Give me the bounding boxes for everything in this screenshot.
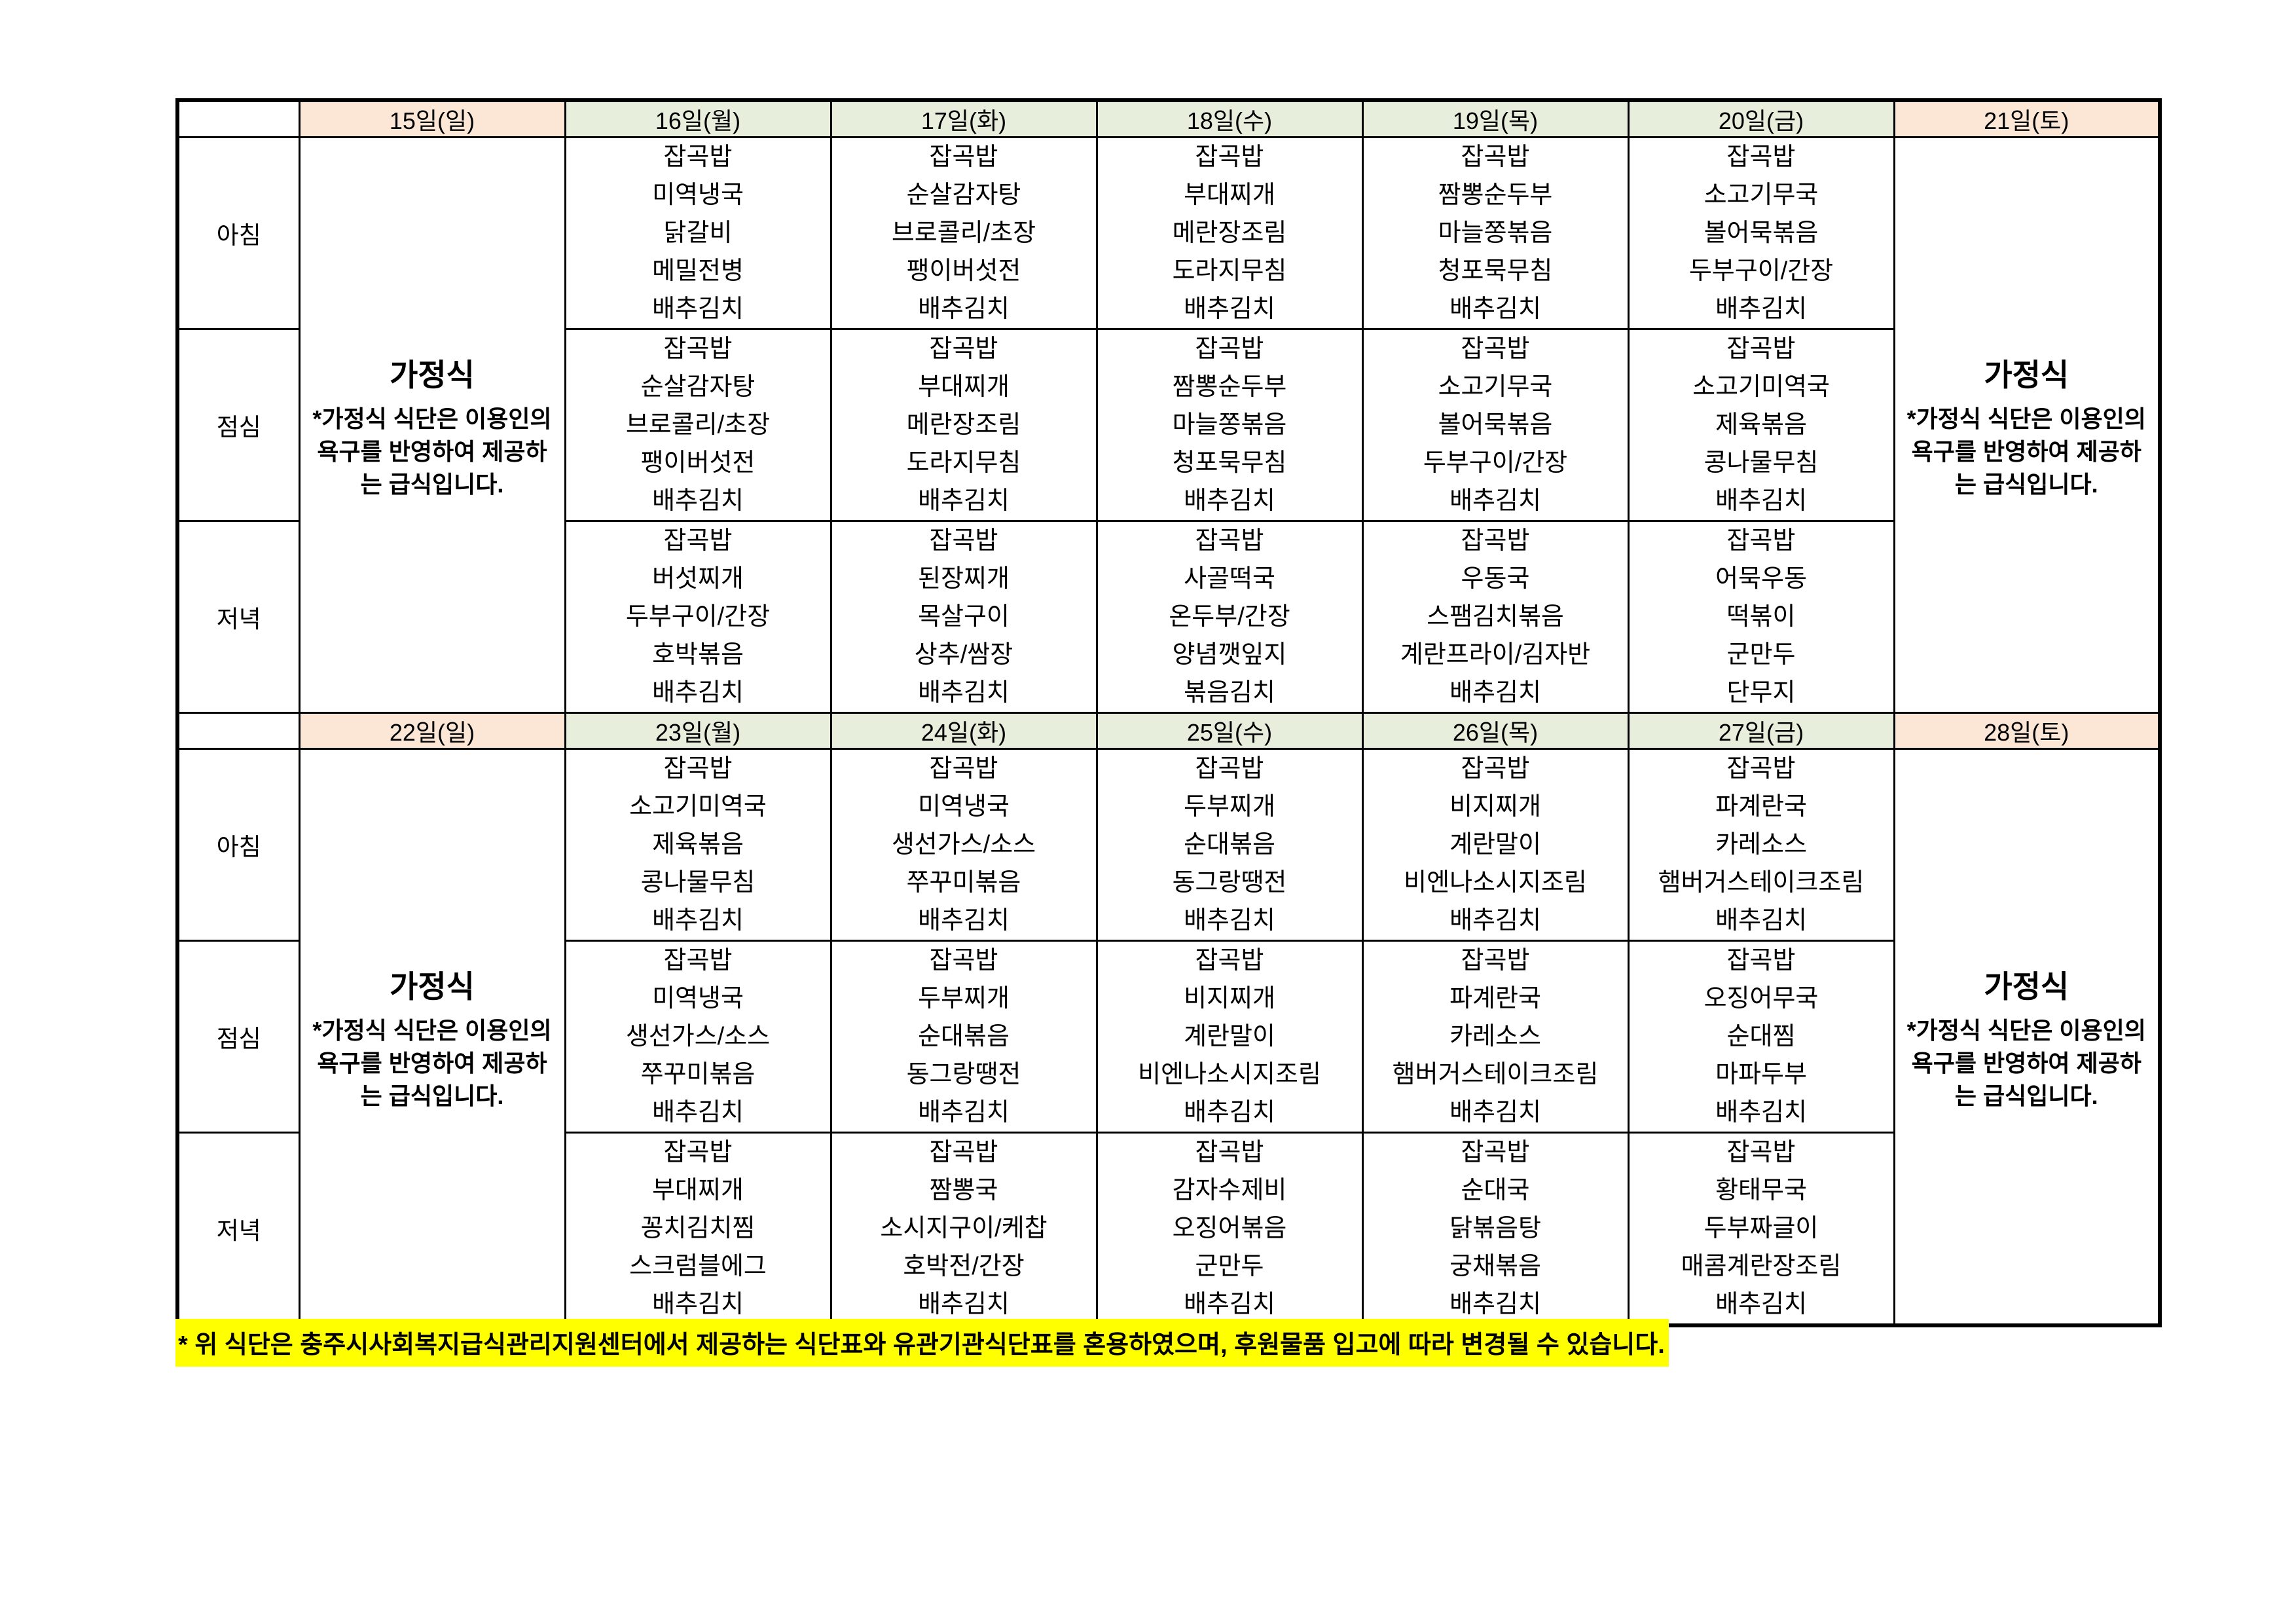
week2-lunch-row: 점심 잡곡밥 미역냉국 생선가스/소스 쭈꾸미볶음 배추김치 잡곡밥 두부찌개 … <box>176 940 2160 1134</box>
meal-row-label: 저녁 <box>176 520 301 714</box>
menu-cell: 잡곡밥 두부찌개 순대볶음 동그랑땡전 배추김치 <box>829 940 1098 1134</box>
week1-breakfast-row: 아침 가정식 *가정식 식단은 이용인의 욕구를 반영하여 제공하 는 급식입니… <box>176 136 2161 714</box>
menu-cell: 잡곡밥 순살감자탕 브로콜리/초장 팽이버섯전 배추김치 <box>564 328 832 522</box>
menu-cell: 잡곡밥 순살감자탕 브로콜리/초장 팽이버섯전 배추김치 <box>829 136 1098 330</box>
corner-cell <box>176 712 301 750</box>
meal-row-label: 저녁 <box>176 1132 301 1327</box>
meal-plan-table: 15일(일) 16일(월) 17일(화) 18일(수) 19일(목) 20일(금… <box>175 98 2162 1327</box>
home-meal-cell: 가정식 *가정식 식단은 이용인의 욕구를 반영하여 제공하 는 급식입니다. <box>1893 136 2161 714</box>
home-meal-title: 가정식 <box>1984 969 2069 1004</box>
week1-dinner-row: 저녁 잡곡밥 버섯찌개 두부구이/간장 호박볶음 배추김치 잡곡밥 된장찌개 목… <box>176 520 2160 714</box>
meal-row-label: 점심 <box>176 940 301 1134</box>
home-meal-description: *가정식 식단은 이용인의 욕구를 반영하여 제공하 는 급식입니다. <box>312 1016 552 1109</box>
menu-cell: 잡곡밥 두부찌개 순대볶음 동그랑땡전 배추김치 <box>1095 748 1364 942</box>
home-meal-cell: 가정식 *가정식 식단은 이용인의 욕구를 반영하여 제공하 는 급식입니다. <box>298 136 566 714</box>
menu-cell: 잡곡밥 우동국 스팸김치볶음 계란프라이/김자반 배추김치 <box>1361 520 1630 714</box>
menu-cell: 잡곡밥 부대찌개 메란장조림 도라지무침 배추김치 <box>1095 136 1364 330</box>
home-meal-title: 가정식 <box>1984 357 2069 392</box>
menu-cell: 잡곡밥 부대찌개 꽁치김치찜 스크럼블에그 배추김치 <box>564 1132 832 1327</box>
footer-note-highlight: * 위 식단은 충주시사회복지급식관리지원센터에서 제공하는 식단표와 유관기관… <box>175 1319 1669 1367</box>
home-meal-cell: 가정식 *가정식 식단은 이용인의 욕구를 반영하여 제공하 는 급식입니다. <box>1893 748 2161 1327</box>
home-meal-description: *가정식 식단은 이용인의 욕구를 반영하여 제공하 는 급식입니다. <box>312 405 552 498</box>
menu-cell: 잡곡밥 미역냉국 생선가스/소스 쭈꾸미볶음 배추김치 <box>564 940 832 1134</box>
corner-cell <box>176 99 301 138</box>
day-header: 16일(월) <box>564 99 832 138</box>
day-header: 28일(토) <box>1893 712 2161 750</box>
day-header: 26일(목) <box>1361 712 1630 750</box>
day-header: 24일(화) <box>829 712 1098 750</box>
menu-cell: 잡곡밥 미역냉국 닭갈비 메밀전병 배추김치 <box>564 136 832 330</box>
menu-cell: 잡곡밥 사골떡국 온두부/간장 양념깻잎지 볶음김치 <box>1095 520 1364 714</box>
menu-cell: 잡곡밥 짬뽕순두부 마늘쫑볶음 청포묵무침 배추김치 <box>1095 328 1364 522</box>
week2-breakfast-row: 아침 가정식 *가정식 식단은 이용인의 욕구를 반영하여 제공하 는 급식입니… <box>176 748 2161 1327</box>
menu-cell: 잡곡밥 부대찌개 메란장조림 도라지무침 배추김치 <box>829 328 1098 522</box>
meal-row-label: 아침 <box>176 136 301 330</box>
day-header: 19일(목) <box>1361 99 1630 138</box>
menu-cell: 잡곡밥 파계란국 카레소스 햄버거스테이크조림 배추김치 <box>1361 940 1630 1134</box>
menu-cell: 잡곡밥 소고기무국 볼어묵볶음 두부구이/간장 배추김치 <box>1361 328 1630 522</box>
day-header: 25일(수) <box>1095 712 1364 750</box>
meal-row-label: 점심 <box>176 328 301 522</box>
footer-note: * 위 식단은 충주시사회복지급식관리지원센터에서 제공하는 식단표와 유관기관… <box>175 1319 1669 1367</box>
menu-cell: 잡곡밥 오징어무국 순대찜 마파두부 배추김치 <box>1627 940 1895 1134</box>
week1-header-row: 15일(일) 16일(월) 17일(화) 18일(수) 19일(목) 20일(금… <box>176 99 2161 138</box>
day-header: 15일(일) <box>298 99 566 138</box>
home-meal-cell: 가정식 *가정식 식단은 이용인의 욕구를 반영하여 제공하 는 급식입니다. <box>298 748 566 1327</box>
day-header: 21일(토) <box>1893 99 2161 138</box>
home-meal-title: 가정식 <box>390 969 475 1004</box>
menu-cell: 잡곡밥 황태무국 두부짜글이 매콤계란장조림 배추김치 <box>1627 1132 1895 1327</box>
meal-row-label: 아침 <box>176 748 301 942</box>
menu-cell: 잡곡밥 미역냉국 생선가스/소스 쭈꾸미볶음 배추김치 <box>829 748 1098 942</box>
menu-cell: 잡곡밥 소고기무국 볼어묵볶음 두부구이/간장 배추김치 <box>1627 136 1895 330</box>
day-header: 27일(금) <box>1627 712 1895 750</box>
menu-cell: 잡곡밥 어묵우동 떡볶이 군만두 단무지 <box>1627 520 1895 714</box>
day-header: 20일(금) <box>1627 99 1895 138</box>
menu-cell: 잡곡밥 비지찌개 계란말이 비엔나소시지조림 배추김치 <box>1361 748 1630 942</box>
home-meal-title: 가정식 <box>390 357 475 392</box>
menu-cell: 잡곡밥 소고기미역국 제육볶음 콩나물무침 배추김치 <box>564 748 832 942</box>
week1-lunch-row: 점심 잡곡밥 순살감자탕 브로콜리/초장 팽이버섯전 배추김치 잡곡밥 부대찌개… <box>176 328 2160 522</box>
week2-header-row: 22일(일) 23일(월) 24일(화) 25일(수) 26일(목) 27일(금… <box>176 712 2161 750</box>
menu-cell: 잡곡밥 감자수제비 오징어볶음 군만두 배추김치 <box>1095 1132 1364 1327</box>
menu-cell: 잡곡밥 버섯찌개 두부구이/간장 호박볶음 배추김치 <box>564 520 832 714</box>
menu-cell: 잡곡밥 짬뽕국 소시지구이/케찹 호박전/간장 배추김치 <box>829 1132 1098 1327</box>
home-meal-description: *가정식 식단은 이용인의 욕구를 반영하여 제공하 는 급식입니다. <box>1906 1016 2146 1109</box>
menu-cell: 잡곡밥 소고기미역국 제육볶음 콩나물무침 배추김치 <box>1627 328 1895 522</box>
menu-cell: 잡곡밥 순대국 닭볶음탕 궁채볶음 배추김치 <box>1361 1132 1630 1327</box>
menu-cell: 잡곡밥 짬뽕순두부 마늘쫑볶음 청포묵무침 배추김치 <box>1361 136 1630 330</box>
meal-plan-sheet: 15일(일) 16일(월) 17일(화) 18일(수) 19일(목) 20일(금… <box>175 98 2162 1327</box>
home-meal-description: *가정식 식단은 이용인의 욕구를 반영하여 제공하 는 급식입니다. <box>1906 405 2146 498</box>
day-header: 17일(화) <box>829 99 1098 138</box>
week2-dinner-row: 저녁 잡곡밥 부대찌개 꽁치김치찜 스크럼블에그 배추김치 잡곡밥 짬뽕국 소시… <box>176 1132 2160 1327</box>
menu-cell: 잡곡밥 된장찌개 목살구이 상추/쌈장 배추김치 <box>829 520 1098 714</box>
day-header: 22일(일) <box>298 712 566 750</box>
day-header: 23일(월) <box>564 712 832 750</box>
menu-cell: 잡곡밥 파계란국 카레소스 햄버거스테이크조림 배추김치 <box>1627 748 1895 942</box>
menu-cell: 잡곡밥 비지찌개 계란말이 비엔나소시지조림 배추김치 <box>1095 940 1364 1134</box>
day-header: 18일(수) <box>1095 99 1364 138</box>
